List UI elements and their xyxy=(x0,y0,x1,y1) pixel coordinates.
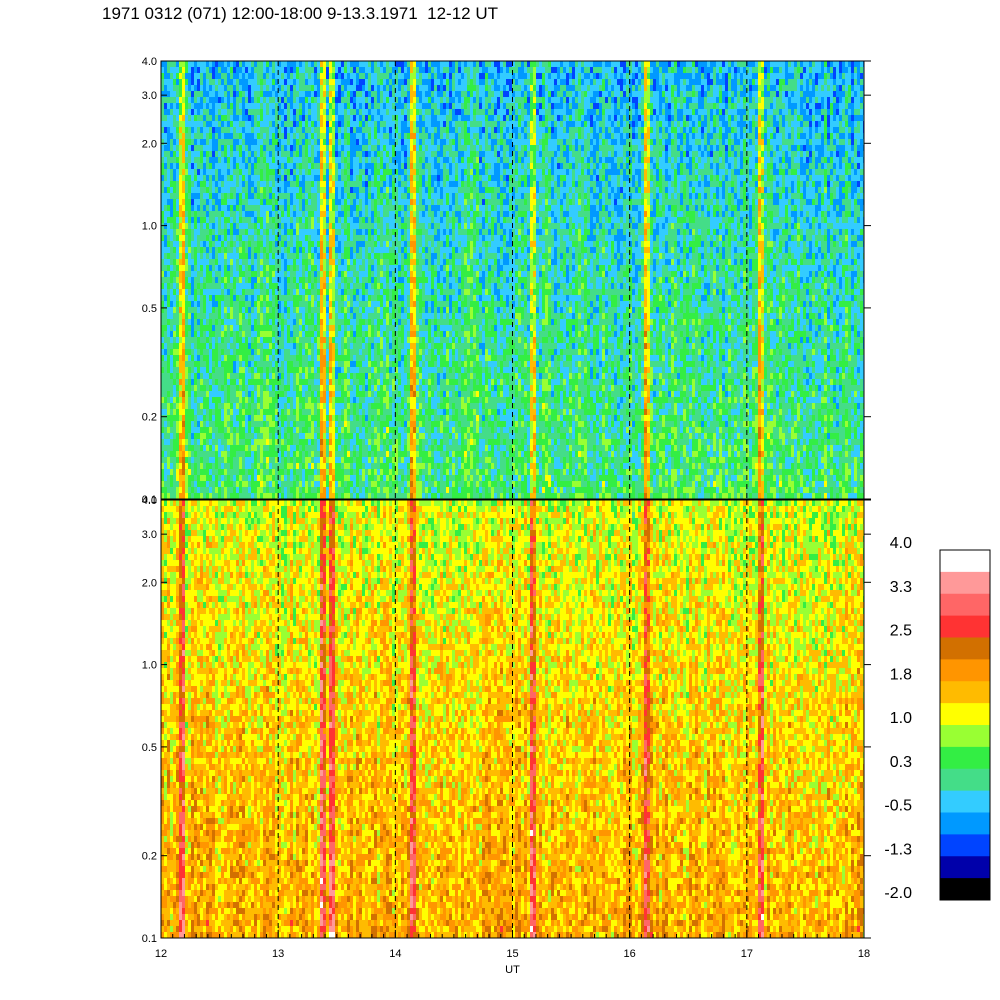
colorbar-swatch xyxy=(940,813,990,835)
x-tick-label: 16 xyxy=(624,948,636,960)
colorbar-swatch xyxy=(940,572,990,594)
y-tick-label: 0.5 xyxy=(142,303,157,315)
colorbar-swatch xyxy=(940,834,990,856)
x-axis-label: UT xyxy=(505,964,520,976)
colorbar-label: 1.0 xyxy=(890,710,912,727)
x-tick-label: 13 xyxy=(272,948,284,960)
colorbar-swatch xyxy=(940,878,990,900)
x-tick-label: 18 xyxy=(858,948,870,960)
x-tick-label: 12 xyxy=(155,948,167,960)
colorbar-swatch xyxy=(940,725,990,747)
colorbar-swatch xyxy=(940,616,990,638)
colorbar-label: 3.3 xyxy=(890,579,912,596)
y-tick-label: 2.0 xyxy=(142,138,157,150)
colorbar-swatch xyxy=(940,703,990,725)
colorbar-swatch xyxy=(940,681,990,703)
colorbar-swatch xyxy=(940,638,990,660)
y-tick-label: 3.0 xyxy=(142,90,157,102)
colorbar-label: -2.0 xyxy=(884,885,912,902)
y-tick-label: 3.0 xyxy=(142,529,157,541)
x-tick-label: 15 xyxy=(506,948,518,960)
colorbar-swatch xyxy=(940,769,990,791)
colorbar-swatch xyxy=(940,747,990,769)
y-tick-label: 0.1 xyxy=(142,933,157,945)
y-tick-label: 2.0 xyxy=(142,577,157,589)
colorbar-swatch xyxy=(940,791,990,813)
colorbar-swatch xyxy=(940,856,990,878)
colorbar-label: 4.0 xyxy=(890,535,912,552)
colorbar-label: -0.5 xyxy=(884,798,912,815)
y-tick-label: 4.0 xyxy=(142,495,157,507)
colorbar-swatch xyxy=(940,550,990,572)
x-tick-label: 14 xyxy=(389,948,401,960)
x-tick-label: 17 xyxy=(741,948,753,960)
colorbar-label: 0.3 xyxy=(890,754,912,771)
colorbar-label: -1.3 xyxy=(884,841,912,858)
colorbar: 4.0 3.3 2.5 1.8 1.0 0.3 -0.5 -1.3 -2.0 xyxy=(884,535,990,902)
colorbar-swatch xyxy=(940,659,990,681)
y-tick-label: 0.2 xyxy=(142,412,157,424)
y-tick-label: 4.0 xyxy=(142,56,157,68)
y-tick-label: 0.2 xyxy=(142,851,157,863)
colorbar-label: 1.8 xyxy=(890,666,912,683)
y-tick-label: 0.5 xyxy=(142,742,157,754)
colorbar-label: 2.5 xyxy=(890,623,912,640)
y-tick-label: 1.0 xyxy=(142,221,157,233)
y-tick-label: 1.0 xyxy=(142,660,157,672)
colorbar-swatch xyxy=(940,594,990,616)
